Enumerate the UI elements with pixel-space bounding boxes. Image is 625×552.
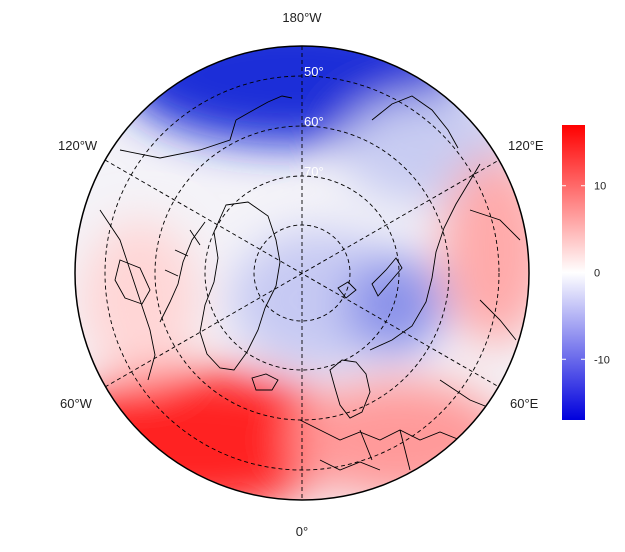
land-boundaries	[359, 209, 521, 471]
map-boundary	[74, 45, 530, 501]
meridian-120w-60e	[104, 159, 500, 388]
siberia-coast	[369, 163, 481, 351]
greenland-coast	[199, 201, 281, 371]
latitude-circle-60	[154, 125, 450, 421]
graticule	[104, 46, 500, 500]
lon-label-upper-left: 120°W	[58, 138, 98, 153]
anomaly-barents-kara	[345, 255, 445, 355]
lon-label-upper-right: 120°E	[508, 138, 544, 153]
anomaly-europe	[290, 380, 510, 500]
lat-label-70: 70°	[304, 164, 324, 179]
svalbard	[337, 281, 357, 299]
lat-label-50: 50°	[304, 64, 324, 79]
colorbar: 10 0 -10	[562, 125, 610, 420]
far-east-coast	[371, 95, 459, 149]
north-america-coast	[99, 119, 237, 381]
coastlines	[99, 95, 521, 471]
colorbar-tick-label: -10	[594, 354, 610, 366]
latitude-circle-80	[253, 224, 351, 322]
lon-label-lower-right: 60°E	[510, 396, 539, 411]
latitude-circle-70	[204, 175, 400, 371]
lat-label-60: 60°	[304, 114, 324, 129]
colorbar-ticks: 10 0 -10	[562, 181, 610, 366]
scandinavia	[329, 359, 371, 419]
lon-label-lower-left: 60°W	[60, 396, 93, 411]
colorbar-tick-label: 10	[594, 181, 606, 193]
iceland	[251, 373, 279, 391]
colorbar-gradient	[562, 125, 585, 420]
lon-label-bottom: 0°	[296, 524, 308, 539]
hudson-bay	[114, 259, 151, 305]
anomaly-field	[75, 46, 529, 500]
anomaly-central-asia	[440, 155, 529, 345]
novaya-zemlya	[371, 257, 403, 297]
lon-label-top: 180°W	[282, 10, 322, 25]
alaska-coast	[235, 95, 293, 121]
canadian-archipelago	[159, 221, 206, 323]
europe-coast	[299, 419, 461, 471]
colorbar-tick-label: 0	[594, 268, 600, 280]
